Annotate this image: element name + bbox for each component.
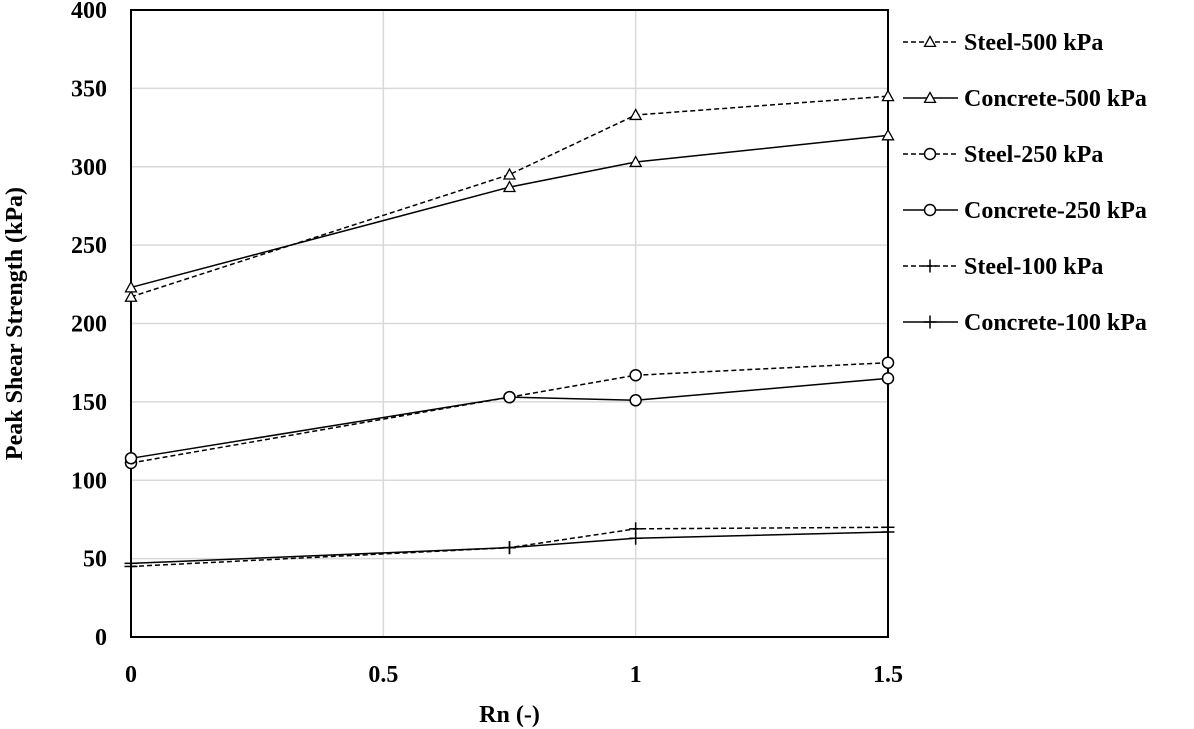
data-point — [881, 128, 895, 141]
series-layer — [124, 89, 895, 573]
data-point — [629, 394, 642, 407]
x-tick-label: 0.5 — [368, 662, 398, 688]
data-point — [502, 180, 517, 193]
x-tick-label: 1 — [630, 662, 642, 688]
data-point — [503, 390, 516, 404]
y-tick-label: 0 — [95, 625, 107, 651]
legend-label: Steel-250 kPa — [964, 142, 1103, 168]
legend-item: Concrete-100 kPa — [903, 310, 1147, 336]
legend-marker — [923, 91, 937, 104]
data-point — [881, 372, 895, 385]
data-point — [881, 356, 895, 369]
data-point — [502, 167, 517, 180]
data-point — [124, 556, 138, 570]
legend-marker — [923, 259, 937, 273]
data-point — [503, 541, 516, 555]
data-point — [881, 525, 895, 539]
data-point — [124, 280, 138, 293]
series-line — [130, 526, 889, 568]
legend-item: Concrete-250 kPa — [903, 198, 1147, 224]
legend-item: Steel-100 kPa — [903, 254, 1103, 280]
y-tick-label: 350 — [71, 76, 107, 102]
x-axis-title: Rn (-) — [479, 702, 540, 728]
series-concrete-250-kpa — [124, 372, 895, 465]
y-tick-label: 400 — [71, 0, 107, 24]
y-axis-title: Peak Shear Strength (kPa) — [2, 187, 28, 460]
series-concrete-100-kpa — [124, 525, 895, 570]
data-point — [881, 89, 895, 102]
series-line — [130, 377, 889, 460]
legend-label: Steel-100 kPa — [964, 254, 1103, 280]
legend-item: Concrete-500 kPa — [903, 86, 1147, 112]
legend: Steel-500 kPa Concrete-500 kPa Steel-250 k… — [903, 30, 1147, 336]
data-point — [629, 155, 643, 168]
data-point — [629, 108, 643, 121]
y-tick-label: 50 — [83, 547, 107, 573]
series-steel-500-kpa — [124, 89, 895, 302]
y-tick-label: 250 — [71, 233, 107, 259]
legend-item: Steel-250 kPa — [903, 142, 1103, 168]
legend-marker — [923, 315, 937, 329]
x-tick-label: 0 — [125, 662, 137, 688]
data-point — [629, 531, 643, 545]
y-tick-label: 300 — [71, 155, 107, 181]
series-line — [130, 531, 889, 565]
legend-marker — [923, 147, 937, 161]
series-line — [130, 95, 889, 298]
legend-label: Steel-500 kPa — [964, 30, 1103, 56]
legend-label: Concrete-500 kPa — [964, 86, 1147, 112]
x-tick-label: 1.5 — [873, 662, 903, 688]
grid-layer — [131, 10, 888, 637]
plot-frame — [130, 9, 889, 638]
legend-marker — [923, 203, 937, 217]
legend-label: Concrete-250 kPa — [964, 198, 1147, 224]
tick-labels: 0 50 100 150 200 250 300 350 400 0 0.5 1 1.5 — [71, 0, 903, 688]
y-tick-label: 150 — [71, 390, 107, 416]
axis-layer — [130, 9, 889, 638]
legend-marker — [923, 35, 937, 48]
data-point — [124, 290, 138, 302]
y-tick-label: 100 — [71, 468, 107, 494]
series-steel-250-kpa — [124, 356, 895, 470]
legend-label: Concrete-100 kPa — [964, 310, 1147, 336]
legend-item: Steel-500 kPa — [903, 30, 1103, 56]
data-point — [124, 452, 138, 465]
data-point — [629, 368, 642, 382]
y-tick-label: 200 — [71, 312, 107, 338]
series-line — [130, 361, 889, 464]
series-concrete-500-kpa — [124, 128, 895, 293]
series-line — [130, 134, 889, 289]
